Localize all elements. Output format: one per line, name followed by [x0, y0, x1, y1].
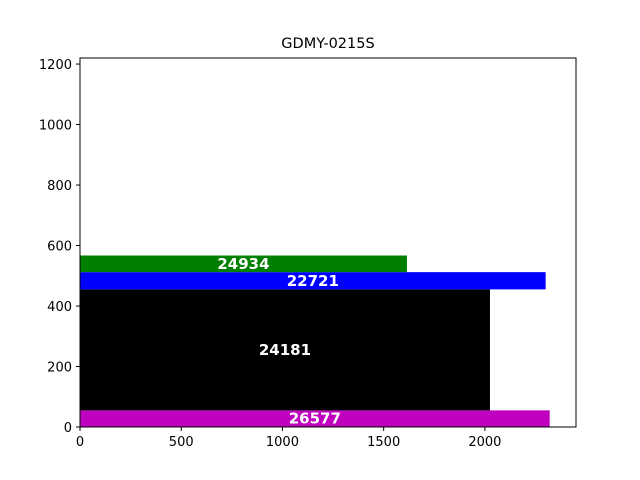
plot-frame — [79, 57, 577, 428]
bar-label-3: 24934 — [217, 255, 269, 273]
bar-label-2: 22721 — [287, 272, 339, 290]
bar-1 — [80, 289, 490, 411]
x-tick-label-0: 0 — [76, 435, 84, 450]
bar-label-1: 24181 — [259, 341, 311, 359]
chart-title: GDMY-0215S — [281, 36, 374, 52]
bar-label-0: 26577 — [289, 410, 341, 428]
y-tick-label-3: 600 — [47, 240, 72, 255]
y-tick-label-4: 800 — [47, 179, 72, 194]
bar-3 — [80, 255, 407, 273]
x-tick-label-2: 1000 — [266, 435, 299, 450]
y-tick-label-1: 200 — [47, 361, 72, 376]
bars-group: 26577 24181 22721 24934 — [80, 255, 550, 428]
y-tick-label-2: 400 — [47, 300, 72, 315]
y-tick-label-0: 0 — [64, 421, 72, 436]
y-tick-label-5: 1000 — [39, 119, 72, 134]
x-tick-label-4: 2000 — [468, 435, 501, 450]
x-tick-label-1: 500 — [169, 435, 194, 450]
bar-0 — [80, 410, 550, 427]
axes-group: 0 500 1000 1500 2000 0 200 400 600 800 1000 1200 — [39, 57, 577, 450]
bar-2 — [80, 272, 546, 290]
y-tick-label-6: 1200 — [39, 58, 72, 73]
x-tick-label-3: 1500 — [367, 435, 400, 450]
